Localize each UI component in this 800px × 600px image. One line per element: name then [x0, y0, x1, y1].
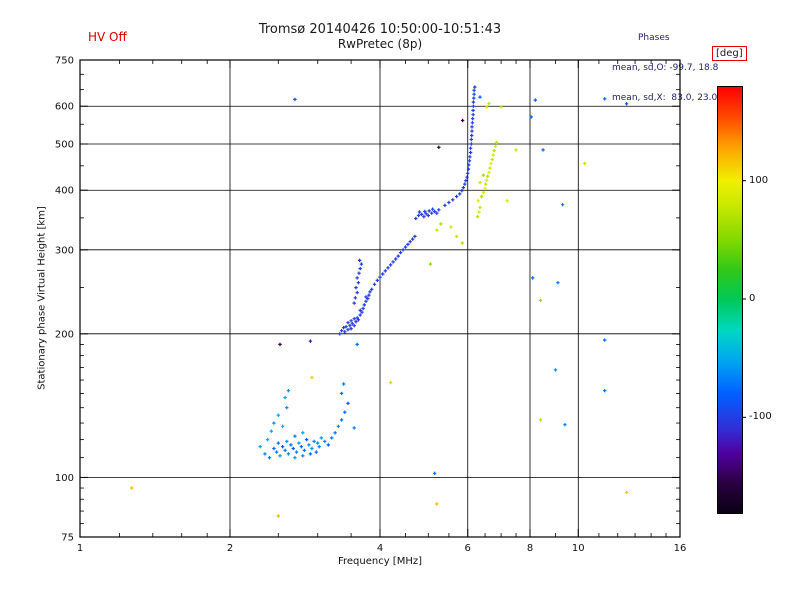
svg-text:8: 8	[527, 543, 533, 554]
svg-text:10: 10	[572, 543, 585, 554]
plot-title: Tromsø 20140426 10:50:00-10:51:43	[258, 22, 502, 37]
colorbar-tick-label: 0	[749, 293, 756, 304]
colorbar-tick-label: -100	[749, 411, 772, 423]
x-axis-label: Frequency [MHz]	[337, 556, 423, 567]
svg-text:75: 75	[61, 533, 74, 544]
svg-text:4: 4	[377, 543, 383, 554]
svg-text:750: 750	[55, 56, 74, 67]
phases-header: Phases	[638, 33, 670, 43]
svg-text:1: 1	[77, 543, 83, 554]
svg-text:400: 400	[55, 186, 74, 197]
svg-text:16: 16	[674, 543, 687, 554]
svg-text:200: 200	[55, 329, 74, 340]
svg-text:2: 2	[227, 543, 233, 554]
svg-text:6: 6	[465, 543, 471, 554]
colorbar-units-label: [deg]	[712, 46, 747, 61]
hv-off-status: HV Off	[88, 30, 127, 44]
phases-mean-o: mean, sd,O: -99.7, 18.8	[612, 63, 719, 73]
svg-text:600: 600	[55, 102, 74, 113]
svg-text:500: 500	[55, 139, 74, 150]
colorbar-tick-label: 100	[749, 174, 769, 186]
svg-text:100: 100	[55, 473, 74, 484]
plot-subtitle: RwPretec (8p)	[337, 37, 423, 51]
phases-mean-x: mean, sd,X: 83.0, 23.0	[612, 93, 718, 103]
phases-annotation: Phases mean, sd,O: -99.7, 18.8 mean, sd,…	[612, 13, 718, 123]
y-axis-label: Stationary phase Virtual Height [km]	[36, 206, 48, 390]
svg-text:300: 300	[55, 245, 74, 256]
colorbar-gradient	[717, 86, 743, 514]
